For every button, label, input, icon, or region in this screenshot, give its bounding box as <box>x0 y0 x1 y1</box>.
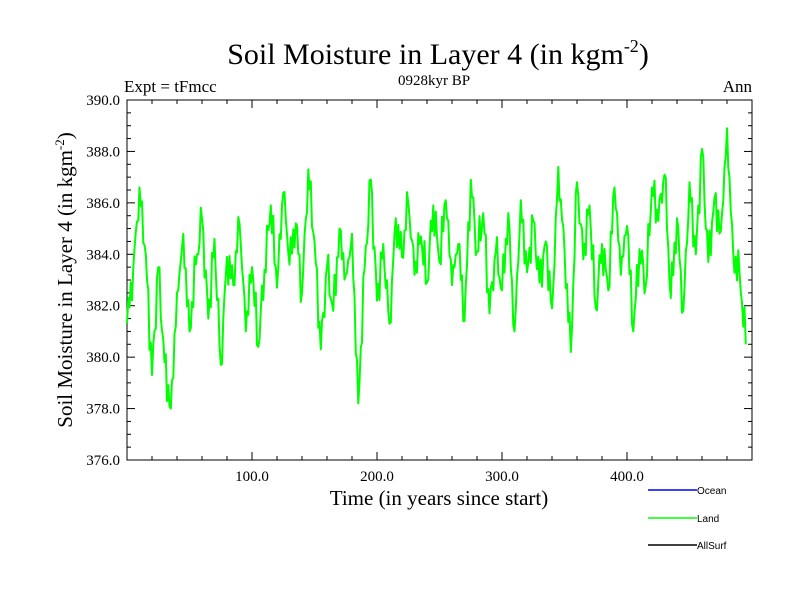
x-tick-label: 400.0 <box>610 469 644 485</box>
y-axis-label-superscript: -2 <box>52 139 67 150</box>
y-tick-label: 382.0 <box>86 299 120 315</box>
legend-label-land: Land <box>697 514 719 525</box>
y-tick-label: 390.0 <box>86 93 120 109</box>
x-tick-label: 100.0 <box>235 469 269 485</box>
season-label: Ann <box>723 77 753 96</box>
y-tick-label: 388.0 <box>86 144 120 160</box>
y-tick-label: 378.0 <box>86 402 120 418</box>
chart-subtitle: 0928kyr BP <box>398 73 470 89</box>
y-tick-label: 384.0 <box>86 247 120 263</box>
y-axis-label: Soil Moisture in Layer 4 (in kgm-2) <box>52 132 77 427</box>
x-tick-label: 300.0 <box>485 469 519 485</box>
x-axis-label: Time (in years since start) <box>330 486 549 510</box>
plot-frame <box>126 99 753 461</box>
experiment-label: Expt = tFmcc <box>124 77 217 96</box>
y-tick-label: 386.0 <box>86 196 120 212</box>
x-axis: 100.0 200.0 300.0 400.0 <box>151 100 728 485</box>
series-line-land <box>126 127 747 410</box>
legend-label-allsurf: AllSurf <box>697 541 727 552</box>
legend-label-ocean: Ocean <box>697 486 726 497</box>
chart-title-superscript: -2 <box>624 36 639 56</box>
chart-title: Soil Moisture in Layer 4 (in kgm-2) <box>227 36 649 71</box>
legend: Ocean Land AllSurf <box>648 486 727 552</box>
y-axis: 376.0 378.0 380.0 382.0 384.0 386.0 388.0 390.0 <box>86 93 752 469</box>
y-tick-label: 380.0 <box>86 350 120 366</box>
x-tick-label: 200.0 <box>360 469 394 485</box>
y-tick-label: 376.0 <box>86 453 120 469</box>
